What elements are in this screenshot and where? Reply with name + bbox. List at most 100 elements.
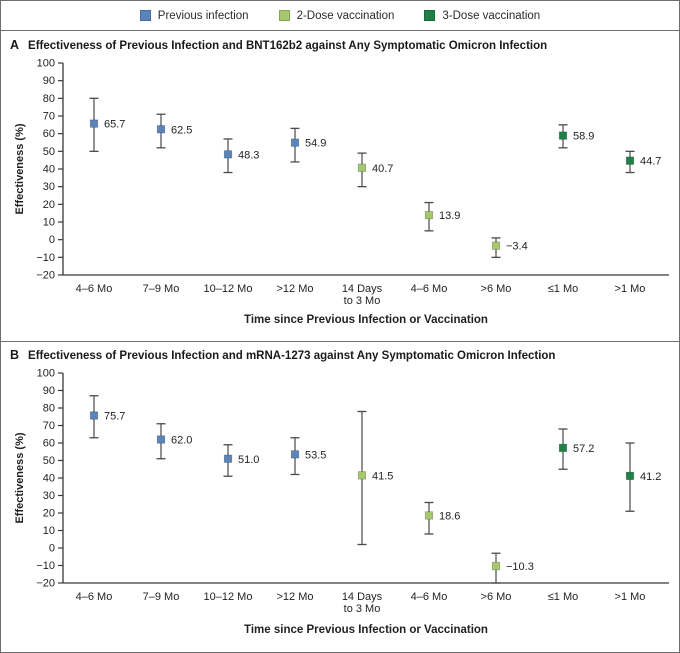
y-axis-title: Effectiveness (%) [14,123,26,214]
data-point-marker [290,450,300,459]
panel-a-letter: A [10,38,20,52]
y-tick-label: −10 [36,252,55,264]
data-point-label: 18.6 [439,510,460,522]
data-point-label: 53.5 [305,449,326,461]
y-axis-title: Effectiveness (%) [14,432,26,523]
previous-infection-swatch-icon [139,10,151,21]
x-tick-label: >6 Mo [481,591,512,603]
data-point-marker [156,125,166,134]
x-axis-title: Time since Previous Infection or Vaccina… [244,624,488,636]
legend-label: Previous infection [157,9,249,22]
y-tick-label: 50 [43,146,55,158]
data-point-marker [290,138,300,147]
legend-label: 3-Dose vaccination [442,9,541,22]
x-tick-label: ≤1 Mo [548,283,579,295]
y-tick-label: −20 [36,270,55,282]
data-point-marker [424,210,434,220]
data-point-label: 51.0 [238,454,259,466]
x-tick-label: >12 Mo [277,591,314,603]
x-tick-label: ≤1 Mo [548,591,579,603]
x-tick-label: 10–12 Mo [204,591,253,603]
x-tick-label: >6 Mo [481,283,512,295]
data-point-marker [424,511,434,520]
data-point-marker [89,119,99,128]
x-tick-label: to 3 Mo [344,295,381,307]
y-tick-label: 30 [43,181,55,193]
data-point-marker [89,411,99,420]
data-point-marker [625,156,635,165]
legend-item-previous-infection: Previous infection [139,9,249,22]
y-tick-label: 80 [43,403,55,415]
y-tick-label: 0 [49,234,55,246]
data-point-label: 62.5 [171,124,192,136]
data-point-marker [491,241,501,250]
y-tick-label: 40 [43,164,55,176]
y-tick-label: 60 [43,128,55,140]
legend-item-2-dose: 2-Dose vaccination [278,9,395,22]
panel-divider [1,341,679,342]
x-tick-label: 4–6 Mo [411,283,448,295]
data-point-marker [558,443,568,453]
data-point-marker [625,471,635,481]
y-tick-label: 50 [43,455,55,467]
data-point-label: 54.9 [305,138,326,150]
data-point-marker [156,435,166,444]
data-point-label: 41.5 [372,470,393,482]
data-point-label: 62.0 [171,435,192,447]
panel-a-title: A Effectiveness of Previous Infection and… [10,38,670,52]
x-tick-label: 4–6 Mo [76,283,113,295]
panel-b-title: B Effectiveness of Previous Infection and… [10,348,670,362]
y-tick-label: 20 [43,508,55,520]
y-tick-label: 70 [43,420,55,432]
data-point-label: 48.3 [238,149,259,161]
x-tick-label: >1 Mo [615,283,646,295]
panel-a-title-text: Effectiveness of Previous Infection and … [28,40,548,52]
data-point-marker [357,471,367,480]
data-point-marker [491,561,501,571]
legend-item-3-dose: 3-Dose vaccination [424,10,540,22]
data-point-label: 75.7 [104,411,125,423]
x-tick-label: 4–6 Mo [76,591,113,603]
y-tick-label: 20 [43,199,55,211]
x-tick-label: >12 Mo [277,283,314,295]
data-point-label: −3.4 [506,241,528,253]
x-tick-label: 7–9 Mo [143,591,180,603]
data-point-marker [223,454,233,463]
two-dose-swatch-icon [278,10,290,21]
y-tick-label: −10 [36,560,55,572]
data-point-label: −10.3 [506,561,534,573]
x-tick-label: 4–6 Mo [411,591,448,603]
data-point-marker [357,163,367,172]
y-tick-label: 60 [43,438,55,450]
y-tick-label: 100 [37,58,55,70]
x-tick-label: 14 Days [342,283,383,295]
data-point-marker [558,131,568,140]
y-tick-label: 10 [43,525,55,537]
data-point-label: 40.7 [372,163,393,175]
y-tick-label: −20 [36,578,55,590]
data-point-label: 58.9 [573,131,594,143]
data-point-label: 44.7 [640,156,661,168]
panel-b-letter: B [10,348,20,362]
x-tick-label: to 3 Mo [344,603,381,615]
three-dose-swatch-icon [424,10,436,21]
x-tick-label: 10–12 Mo [204,283,253,295]
y-tick-label: 40 [43,473,55,485]
legend: Previous infection 2-Dose vaccination 3-… [1,1,679,31]
y-tick-label: 100 [37,368,55,380]
panel-b-title-text: Effectiveness of Previous Infection and … [28,350,556,362]
data-point-label: 41.2 [640,471,661,483]
y-tick-label: 90 [43,75,55,87]
data-point-marker [223,150,233,159]
y-tick-label: 0 [49,543,55,555]
legend-label: 2-Dose vaccination [296,9,395,22]
y-tick-label: 30 [43,490,55,502]
y-tick-label: 10 [43,217,55,229]
data-point-label: 65.7 [104,119,125,131]
y-tick-label: 70 [43,111,55,123]
y-tick-label: 90 [43,385,55,397]
data-point-label: 57.2 [573,443,594,455]
x-tick-label: >1 Mo [615,591,646,603]
x-tick-label: 14 Days [342,591,383,603]
